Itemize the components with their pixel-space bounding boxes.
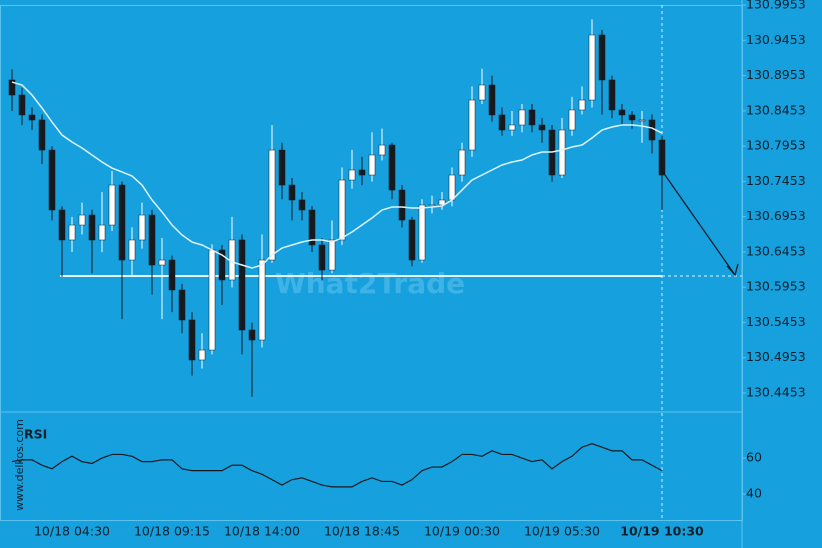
- x-tick-label: 10/18 04:30: [34, 524, 110, 539]
- candle-body: [448, 174, 456, 201]
- candle-body: [638, 119, 646, 122]
- candle-body: [308, 209, 316, 246]
- candle-body: [598, 34, 606, 81]
- candle-body: [138, 214, 146, 241]
- candle-body: [158, 259, 166, 266]
- candle-body: [18, 94, 26, 116]
- candle-body: [268, 149, 276, 261]
- candle-body: [398, 189, 406, 221]
- candle-body: [188, 319, 196, 361]
- watermark: What2Trade: [275, 267, 465, 300]
- candle-body: [368, 154, 376, 176]
- candle-body: [588, 34, 596, 101]
- ma-line: [11, 81, 663, 269]
- candle-body: [8, 79, 16, 96]
- candle-body: [148, 214, 156, 266]
- candle-body: [578, 99, 586, 111]
- x-tick-label: 10/19 05:30: [524, 524, 600, 539]
- candle-body: [478, 84, 486, 101]
- candle-body: [278, 149, 286, 186]
- x-tick-label: 10/19 10:30: [620, 524, 704, 539]
- y-tick-label: 130.6453: [746, 243, 806, 258]
- y-tick-label: 130.4953: [746, 349, 806, 364]
- candle-body: [178, 289, 186, 321]
- candle-body: [88, 214, 96, 241]
- candle-body: [358, 169, 366, 176]
- candle-body: [28, 114, 36, 121]
- candle-body: [108, 184, 116, 226]
- candle-body: [438, 199, 446, 206]
- candle-body: [298, 199, 306, 211]
- candle-body: [338, 179, 346, 241]
- y-tick-label: 130.9953: [746, 0, 806, 12]
- y-tick-label: 130.7453: [746, 173, 806, 188]
- y-tick-label: 130.7953: [746, 138, 806, 153]
- candle-body: [408, 219, 416, 261]
- candle-body: [558, 129, 566, 176]
- candle-body: [38, 119, 46, 151]
- candle-body: [418, 204, 426, 261]
- candle-body: [208, 249, 216, 351]
- candle-body: [458, 149, 466, 176]
- candle-body: [58, 209, 66, 241]
- candle-body: [238, 239, 246, 331]
- x-tick-label: 10/19 00:30: [424, 524, 500, 539]
- x-tick-label: 10/18 14:00: [224, 524, 300, 539]
- candle-body: [328, 239, 336, 271]
- y-tick-label: 130.8453: [746, 102, 806, 117]
- forecast-arrow-head: [726, 263, 739, 277]
- candle-body: [648, 119, 656, 141]
- y-tick-label: 130.5953: [746, 279, 806, 294]
- candle-body: [118, 184, 126, 261]
- x-tick-label: 10/18 18:45: [324, 524, 400, 539]
- candle-body: [528, 109, 536, 126]
- candle-body: [258, 259, 266, 341]
- candle-body: [518, 109, 526, 126]
- candle-body: [608, 79, 616, 111]
- side-text: www.delkos.com: [13, 419, 26, 511]
- candle-body: [428, 204, 436, 207]
- candle-body: [498, 114, 506, 131]
- candle-body: [168, 259, 176, 291]
- candle-body: [618, 109, 626, 116]
- candle-body: [318, 244, 326, 271]
- rsi-tick-label: 40: [746, 486, 762, 501]
- rsi-line: [11, 442, 663, 488]
- rsi-tick-label: 60: [746, 450, 762, 465]
- candle-body: [48, 149, 56, 211]
- candle-body: [508, 124, 516, 131]
- candle-body: [128, 239, 136, 261]
- rsi-label: RSI: [24, 427, 47, 442]
- y-tick-label: 130.8953: [746, 67, 806, 82]
- candle-body: [628, 114, 636, 121]
- candle-body: [568, 109, 576, 131]
- candle-body: [468, 99, 476, 151]
- candle-body: [538, 124, 546, 131]
- candle-body: [658, 139, 666, 176]
- y-tick-label: 130.9453: [746, 32, 806, 47]
- forecast-arrow: [664, 174, 736, 276]
- x-tick-label: 10/18 09:15: [134, 524, 210, 539]
- y-tick-label: 130.6953: [746, 208, 806, 223]
- candle-body: [198, 349, 206, 361]
- candle-body: [378, 144, 386, 156]
- candle-body: [218, 249, 226, 281]
- candle-body: [248, 329, 256, 341]
- candle-body: [98, 224, 106, 241]
- candle-body: [288, 184, 296, 201]
- y-tick-label: 130.4453: [746, 384, 806, 399]
- candle-body: [348, 169, 356, 181]
- candle-body: [388, 144, 396, 191]
- y-tick-label: 130.5453: [746, 314, 806, 329]
- candle-body: [488, 84, 496, 116]
- candle-body: [68, 224, 76, 241]
- candle-body: [78, 214, 86, 226]
